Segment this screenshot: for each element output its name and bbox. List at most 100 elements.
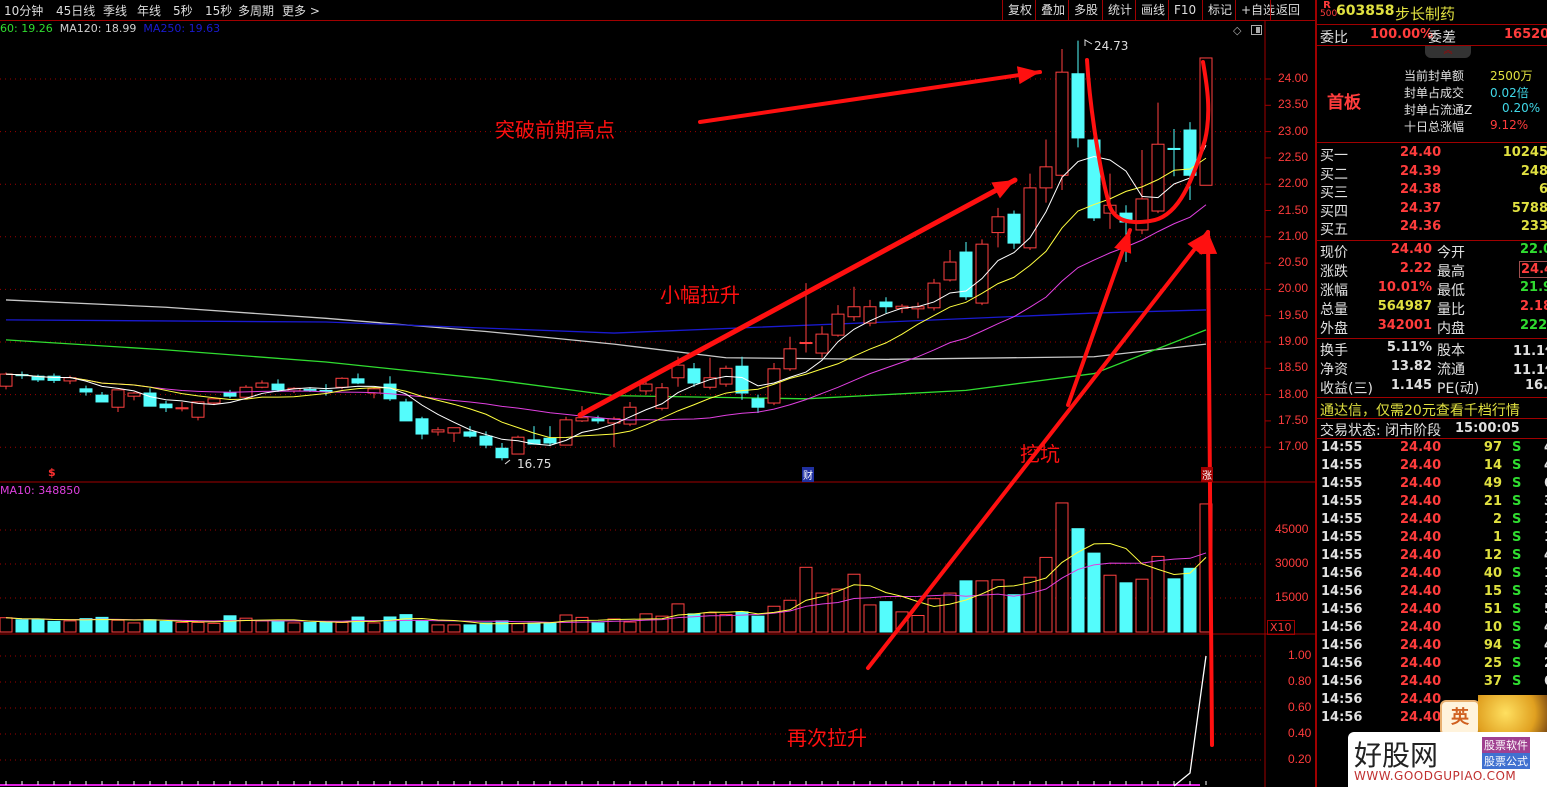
volume-bar[interactable] <box>191 621 205 633</box>
candle[interactable] <box>463 426 477 438</box>
tab-5s[interactable]: 5秒 <box>173 4 193 18</box>
candle[interactable] <box>111 389 125 412</box>
candle[interactable] <box>63 375 77 385</box>
volume-bar[interactable] <box>943 592 957 633</box>
candle[interactable] <box>1055 49 1069 190</box>
candle[interactable] <box>783 336 797 371</box>
candle[interactable] <box>527 426 541 445</box>
kline-chart[interactable] <box>0 0 1315 787</box>
tab-10min[interactable]: 10分钟 <box>4 4 44 18</box>
candle[interactable] <box>847 286 861 321</box>
volume-bar[interactable] <box>367 622 381 633</box>
volume-bar[interactable] <box>415 620 429 633</box>
volume-bar[interactable] <box>1007 594 1021 633</box>
candle[interactable] <box>1071 40 1085 148</box>
candle[interactable] <box>47 373 61 384</box>
tab-15s[interactable]: 15秒 <box>205 4 233 18</box>
candle[interactable] <box>1007 210 1021 249</box>
volume-bar[interactable] <box>159 620 173 633</box>
volume-bar[interactable] <box>703 612 717 633</box>
volume-bar[interactable] <box>991 579 1005 633</box>
volume-bar[interactable] <box>47 620 61 633</box>
volume-bar[interactable] <box>783 599 797 633</box>
candle[interactable] <box>351 373 365 385</box>
volume-bar[interactable] <box>431 624 445 633</box>
volume-bar[interactable] <box>207 622 221 633</box>
bid-row[interactable]: 买三 24.38 6 <box>1320 182 1547 201</box>
volume-bar[interactable] <box>799 566 813 633</box>
candle[interactable] <box>1023 173 1037 250</box>
overlay-button[interactable]: 叠加 <box>1035 0 1070 21</box>
volume-bar[interactable] <box>1087 552 1101 633</box>
restore-rights-button[interactable]: 复权 <box>1002 0 1037 21</box>
volume-bar[interactable] <box>1119 582 1133 633</box>
volume-bar[interactable] <box>463 624 477 633</box>
candle[interactable] <box>735 356 749 400</box>
multi-stock-button[interactable]: 多股 <box>1068 0 1103 21</box>
limit-up-marker[interactable]: 涨 <box>1201 467 1213 482</box>
volume-bar[interactable] <box>1167 578 1181 633</box>
candle[interactable] <box>943 249 957 282</box>
candle[interactable] <box>431 427 445 436</box>
tab-multi-period[interactable]: 多周期 <box>238 4 275 18</box>
bid-row[interactable]: 买五 24.36 233 <box>1320 219 1547 238</box>
volume-bar[interactable] <box>223 615 237 633</box>
candle[interactable] <box>1183 122 1197 200</box>
volume-bar[interactable] <box>1135 578 1149 633</box>
tab-45day[interactable]: 45日线 <box>56 4 96 18</box>
candle[interactable] <box>447 427 461 442</box>
volume-bar[interactable] <box>495 620 509 633</box>
candle[interactable] <box>815 326 829 358</box>
volume-bar[interactable] <box>303 621 317 633</box>
candle[interactable] <box>399 398 413 422</box>
candle[interactable] <box>927 278 941 311</box>
volume-bar[interactable] <box>591 622 605 633</box>
candle[interactable] <box>175 401 189 412</box>
volume-bar[interactable] <box>271 620 285 633</box>
volume-bar[interactable] <box>479 622 493 633</box>
candle[interactable] <box>607 416 621 448</box>
candle[interactable] <box>511 435 525 455</box>
candle[interactable] <box>159 400 173 412</box>
volume-bar[interactable] <box>79 618 93 633</box>
volume-bar[interactable] <box>719 614 733 633</box>
volume-bar[interactable] <box>543 622 557 633</box>
volume-bar[interactable] <box>959 580 973 633</box>
volume-bar[interactable] <box>847 573 861 633</box>
volume-bar[interactable] <box>15 619 29 633</box>
candle[interactable] <box>495 442 509 461</box>
candle[interactable] <box>863 299 877 327</box>
volume-bar[interactable] <box>447 624 461 633</box>
tab-quarter[interactable]: 季线 <box>103 4 128 18</box>
candle[interactable] <box>415 416 429 440</box>
candle[interactable] <box>703 357 717 390</box>
dividend-marker[interactable]: $ <box>48 466 56 479</box>
volume-bar[interactable] <box>831 588 845 633</box>
volume-bar[interactable] <box>175 621 189 633</box>
candle[interactable] <box>127 391 141 401</box>
volume-bar[interactable] <box>399 614 413 633</box>
bid-row[interactable]: 买二 24.39 248 <box>1320 164 1547 183</box>
volume-bar[interactable] <box>911 614 925 633</box>
candle[interactable] <box>655 383 669 411</box>
volume-bar[interactable] <box>975 580 989 633</box>
candle[interactable] <box>479 431 493 449</box>
volume-bar[interactable] <box>31 618 45 633</box>
candle[interactable] <box>1039 139 1053 203</box>
volume-bar[interactable] <box>1039 556 1053 633</box>
candle[interactable] <box>191 401 205 421</box>
upgrade-ad-link[interactable]: 通达信，仅需20元查看千档行情 <box>1320 403 1520 419</box>
volume-bar[interactable] <box>335 621 349 633</box>
volume-bar[interactable] <box>127 622 141 633</box>
volume-bar[interactable] <box>511 623 525 633</box>
draw-line-button[interactable]: 画线 <box>1135 0 1170 21</box>
candle[interactable] <box>959 242 973 300</box>
volume-bar[interactable] <box>383 616 397 633</box>
volume-bar[interactable] <box>623 621 637 633</box>
volume-bar[interactable] <box>287 622 301 633</box>
mark-button[interactable]: 标记 <box>1202 0 1237 21</box>
candle[interactable] <box>687 363 701 387</box>
panel-toggle-icon[interactable] <box>1251 25 1262 35</box>
volume-bar[interactable] <box>1055 502 1069 633</box>
volume-bar[interactable] <box>63 620 77 633</box>
